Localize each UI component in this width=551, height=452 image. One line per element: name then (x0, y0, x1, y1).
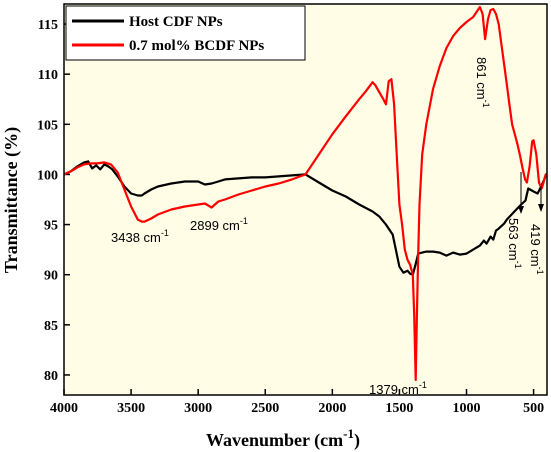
y-tick-label: 105 (37, 118, 58, 133)
y-tick-label: 100 (37, 168, 58, 183)
annotation-563: 563 cm-1 (506, 218, 523, 269)
x-tick-label: 3500 (117, 401, 145, 416)
y-tick-label: 85 (44, 319, 58, 334)
x-tick-label: 1000 (453, 401, 481, 416)
legend-box (65, 5, 306, 61)
x-tick-label: 500 (523, 401, 544, 416)
annotation-861: 861 cm-1 (474, 57, 491, 108)
arrowhead-419 (538, 204, 544, 212)
x-tick-label: 2000 (318, 401, 346, 416)
y-tick-label: 80 (44, 369, 58, 384)
y-axis-title: Transmittance (%) (1, 127, 22, 273)
x-tick-label: 1500 (385, 401, 413, 416)
plot-background (64, 4, 547, 395)
series-line-bcdf (63, 5, 547, 382)
legend: Host CDF NPs 0.7 mol% BCDF NPs (65, 5, 306, 61)
series-line-host (63, 160, 548, 276)
y-tick-label: 115 (38, 18, 58, 33)
x-axis-title: Wavenumber (cm-1) (206, 426, 360, 451)
annotation-1379: 1379 cm-1 (369, 380, 427, 397)
y-tick-label: 95 (44, 219, 58, 234)
annotation-3438: 3438 cm-1 (111, 228, 169, 245)
x-tick-label: 2500 (251, 401, 279, 416)
plot-frame (63, 3, 548, 396)
y-tick-label: 110 (38, 68, 58, 83)
annotation-419: 419 cm-1 (528, 224, 545, 275)
arrowhead-563 (518, 206, 524, 214)
annotation-2899: 2899 cm-1 (190, 216, 248, 233)
y-tick-label: 90 (44, 269, 58, 284)
legend-label-host: Host CDF NPs (129, 14, 223, 30)
x-tick-label: 3000 (184, 401, 212, 416)
x-tick-label: 4000 (50, 401, 78, 416)
legend-label-bcdf: 0.7 mol% BCDF NPs (129, 38, 264, 54)
